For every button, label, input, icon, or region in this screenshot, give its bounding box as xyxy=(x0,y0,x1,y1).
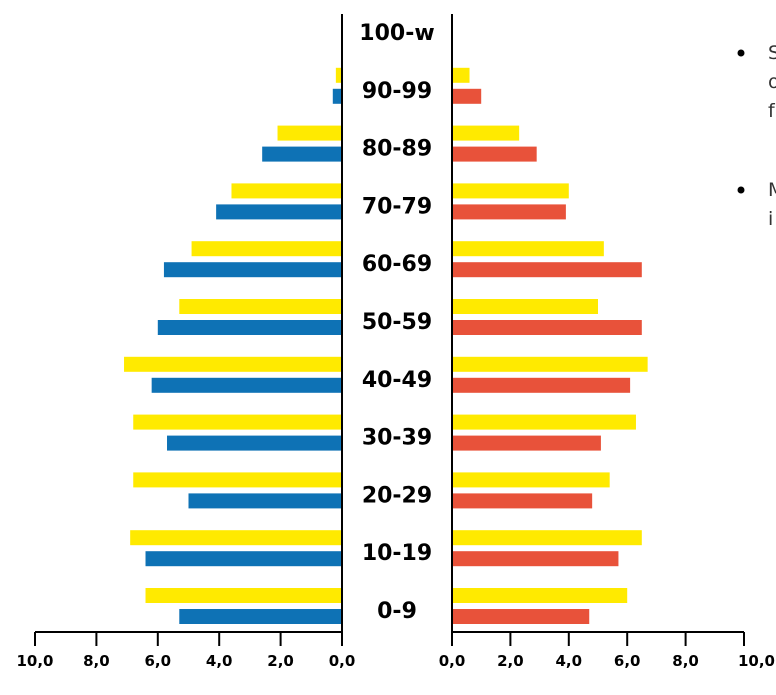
bar-right-s1-10-19 xyxy=(452,551,619,567)
bar-left-s1-70-79 xyxy=(216,204,342,220)
bar-left-s1-0-9 xyxy=(179,609,342,624)
bar-left-s1-60-69 xyxy=(163,262,342,278)
bar-left-s1-10-19 xyxy=(145,551,342,567)
bar-left-s0-0-9 xyxy=(145,588,342,603)
right-tick-label: 6,0 xyxy=(614,652,641,670)
bar-right-s1-90-99 xyxy=(452,88,482,104)
bar-left-s0-90-99 xyxy=(335,67,342,83)
left-tick-label: 10,0 xyxy=(16,652,53,670)
left-tick-label: 2,0 xyxy=(267,652,294,670)
bar-right-s0-10-19 xyxy=(452,530,642,546)
left-tick-label: 8,0 xyxy=(83,652,110,670)
bar-left-s1-30-39 xyxy=(167,435,342,451)
bar-right-s0-20-29 xyxy=(452,472,610,488)
bar-right-s1-60-69 xyxy=(452,262,642,278)
side-bullet-list: Sof Mi xyxy=(737,42,776,230)
right-tick-label: 0,0 xyxy=(439,652,466,670)
bar-left-s1-90-99 xyxy=(332,88,342,104)
bullet-line-fragment: f xyxy=(768,100,776,122)
age-label-0-9: 0-9 xyxy=(377,599,417,624)
bar-right-s1-30-39 xyxy=(452,435,601,451)
bar-right-s1-20-29 xyxy=(452,493,593,509)
bar-right-s1-50-59 xyxy=(452,320,642,335)
bar-left-s0-40-49 xyxy=(124,356,342,372)
bullet-dot xyxy=(737,49,745,57)
bar-right-s0-70-79 xyxy=(452,183,569,199)
age-label-100-w: 100-w xyxy=(359,21,434,46)
bar-right-s0-40-49 xyxy=(452,356,648,372)
bullet-line-fragment: o xyxy=(768,71,776,93)
bar-left-s0-30-39 xyxy=(133,414,342,430)
bar-left-s1-40-49 xyxy=(151,377,342,393)
bar-left-s0-10-19 xyxy=(130,530,342,546)
age-label-90-99: 90-99 xyxy=(362,79,432,104)
age-label-50-59: 50-59 xyxy=(362,310,432,335)
bar-right-s0-90-99 xyxy=(452,67,470,83)
age-group-labels: 0-9 10-19 20-29 30-39 40-49 50-59 60-69 70-79 80… xyxy=(359,21,434,624)
bar-left-s1-20-29 xyxy=(188,493,342,509)
bar-right-s0-0-9 xyxy=(452,588,628,603)
age-label-40-49: 40-49 xyxy=(362,368,432,393)
bar-right-s1-80-89 xyxy=(452,146,537,162)
right-bars xyxy=(452,67,648,624)
bar-right-s0-50-59 xyxy=(452,299,598,314)
bar-left-s0-60-69 xyxy=(191,241,342,257)
bar-right-s0-30-39 xyxy=(452,414,636,430)
left-bars xyxy=(124,67,342,624)
age-label-70-79: 70-79 xyxy=(362,194,432,219)
bar-right-s0-80-89 xyxy=(452,125,520,141)
bar-right-s0-60-69 xyxy=(452,241,604,257)
left-tick-label: 6,0 xyxy=(145,652,172,670)
bar-left-s1-50-59 xyxy=(157,320,342,335)
bullet-line-fragment: i xyxy=(768,208,773,230)
age-label-60-69: 60-69 xyxy=(362,252,432,277)
bar-right-s1-70-79 xyxy=(452,204,566,220)
age-label-10-19: 10-19 xyxy=(362,541,432,566)
age-label-20-29: 20-29 xyxy=(362,483,432,508)
bar-left-s0-80-89 xyxy=(277,125,342,141)
bullet-line-fragment: M xyxy=(768,179,776,201)
right-tick-label: 2,0 xyxy=(497,652,524,670)
right-tick-label: 10,0 xyxy=(738,652,775,670)
bar-left-s0-20-29 xyxy=(133,472,342,488)
age-label-80-89: 80-89 xyxy=(362,137,432,162)
age-label-30-39: 30-39 xyxy=(362,426,432,451)
right-tick-label: 8,0 xyxy=(672,652,699,670)
bar-left-s0-70-79 xyxy=(231,183,342,199)
bar-left-s1-80-89 xyxy=(262,146,342,162)
bullet-line-fragment: S xyxy=(768,42,776,64)
bar-right-s1-40-49 xyxy=(452,377,631,393)
right-tick-label: 4,0 xyxy=(556,652,583,670)
bullet-dot xyxy=(737,186,745,194)
axes: 10,0 8,0 6,0 4,0 2,0 0,0 0,0 2,0 4,0 6,0 8,0 10,0 xyxy=(16,14,775,670)
bar-left-s0-50-59 xyxy=(179,299,342,314)
left-tick-label: 4,0 xyxy=(206,652,233,670)
left-tick-label: 0,0 xyxy=(329,652,356,670)
bar-right-s1-0-9 xyxy=(452,609,590,624)
